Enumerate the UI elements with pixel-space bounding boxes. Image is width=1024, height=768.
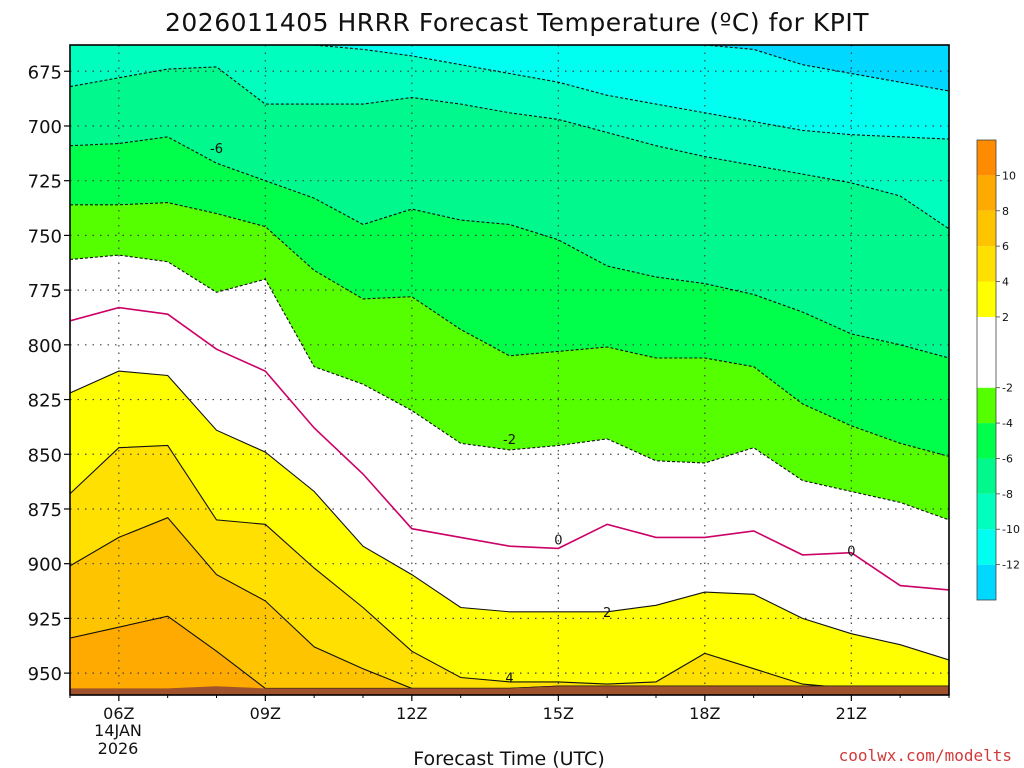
color-scale-label: 4	[1002, 276, 1009, 289]
contour-line--6	[70, 136, 949, 359]
y-tick-label: 925	[28, 609, 62, 630]
color-scale-legend: 10 8 6 4 2 -2 -4 -6 -8 -10 -12	[976, 139, 1020, 601]
x-tick-label: 21Z	[836, 704, 867, 723]
color-scale-swatch	[977, 246, 996, 282]
x-tick-label: 09Z	[250, 704, 281, 723]
color-scale-swatch	[977, 387, 996, 424]
contour-line--12	[704, 45, 949, 92]
contour-label: -6	[210, 142, 223, 157]
color-scale-label: -4	[1002, 417, 1013, 430]
x-axis-label: Forecast Time (UTC)	[413, 748, 604, 768]
y-tick-label: 775	[28, 281, 62, 302]
y-tick-label: 950	[28, 664, 62, 685]
color-scale-frame	[976, 139, 997, 601]
contour-line-2	[70, 370, 949, 661]
ground-surface	[70, 686, 949, 695]
x-tick-label: 15Z	[543, 704, 574, 723]
color-scale-swatch	[977, 423, 996, 459]
color-scale-label: -8	[1002, 488, 1013, 501]
color-scale-swatch	[977, 210, 996, 247]
color-scale-swatch	[977, 458, 996, 494]
contour-label: -2	[503, 433, 516, 448]
color-scale-swatch	[977, 316, 996, 388]
contour-line--2	[70, 254, 949, 521]
x-tick-label: 12Z	[396, 704, 427, 723]
color-scale-swatch	[977, 493, 996, 530]
color-scale-label: 10	[1002, 169, 1016, 182]
color-scale-label: 6	[1002, 240, 1009, 253]
y-tick-label: 850	[28, 445, 62, 466]
y-tick-label: 675	[28, 62, 62, 83]
y-tick-label: 875	[28, 500, 62, 521]
x-axis-ticks: 06Z 09Z 12Z 15Z 18Z 21Z	[69, 695, 950, 723]
contour-line--10	[70, 45, 949, 140]
x-tick-label: 06Z	[103, 704, 134, 723]
color-scale-swatch	[977, 564, 996, 600]
color-scale-swatch	[977, 140, 996, 176]
color-scale-swatch	[977, 529, 996, 565]
y-tick-label: 825	[28, 391, 62, 412]
y-tick-label: 725	[28, 172, 62, 193]
x-tick-label: 18Z	[689, 704, 720, 723]
contour-line-4	[70, 444, 949, 689]
color-scale-label: 8	[1002, 205, 1009, 218]
y-tick-label: 800	[28, 336, 62, 357]
color-scale-label: -6	[1002, 452, 1013, 465]
contour-labels: -6 -2 0 0 2 4	[210, 142, 855, 687]
date-label-day: 14JAN	[94, 721, 142, 740]
color-scale-label: -10	[1002, 523, 1020, 536]
contour-label: 2	[603, 606, 611, 621]
color-scale-swatch	[977, 175, 996, 211]
credit-text: coolwx.com/modelts	[839, 746, 1012, 765]
temperature-fill-bands	[70, 45, 949, 695]
color-scale-label: -2	[1002, 382, 1013, 395]
contour-line--8	[70, 66, 949, 230]
y-axis-ticks: 675 700 725 750 775 800 825 850 875 900 925 950	[28, 62, 70, 685]
color-scale-label: -12	[1002, 559, 1020, 572]
contour-label: 0	[847, 545, 855, 560]
chart-title: 2026011405 HRRR Forecast Temperature (ºC…	[165, 8, 869, 37]
y-tick-label: 900	[28, 555, 62, 576]
date-label-year: 2026	[98, 739, 139, 758]
contour-line--4	[70, 202, 949, 457]
contour-label: 4	[505, 671, 513, 686]
color-scale-swatch	[977, 281, 996, 317]
y-tick-label: 700	[28, 117, 62, 138]
band-fill-above-6	[70, 517, 949, 695]
contour-line-0	[70, 306, 949, 591]
color-scale-label: 2	[1002, 311, 1009, 324]
plot-area: -6 -2 0 0 2 4	[69, 44, 950, 696]
y-tick-label: 750	[28, 226, 62, 247]
contour-label: 0	[554, 534, 562, 549]
